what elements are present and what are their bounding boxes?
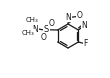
Text: F: F (83, 39, 88, 49)
Text: S: S (44, 26, 49, 34)
Text: CH₃: CH₃ (25, 17, 38, 23)
Text: N: N (33, 24, 38, 33)
Text: N: N (65, 13, 71, 22)
Text: O: O (49, 18, 55, 28)
Text: N: N (81, 21, 87, 30)
Text: CH₃: CH₃ (21, 30, 34, 36)
Text: O: O (77, 11, 82, 20)
Text: O: O (41, 33, 47, 41)
